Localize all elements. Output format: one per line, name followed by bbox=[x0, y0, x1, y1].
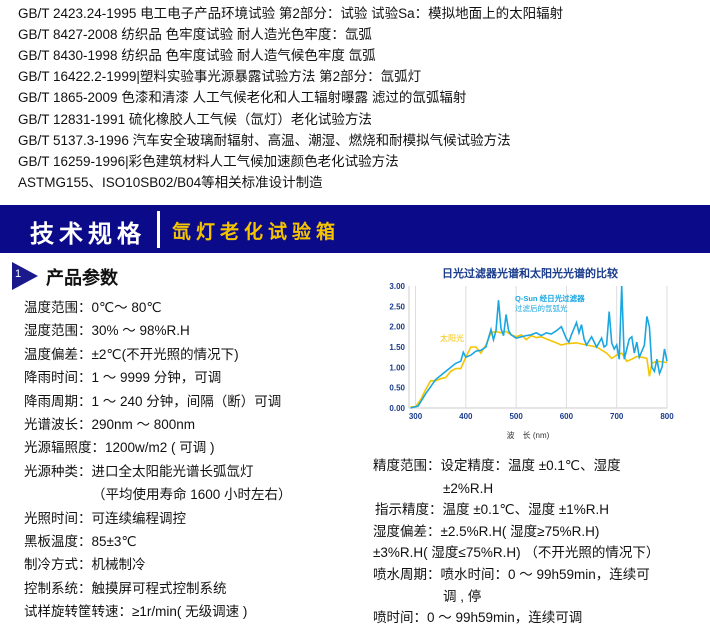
x-tick-label: 600 bbox=[560, 412, 574, 421]
y-tick-label: 2.50 bbox=[389, 302, 405, 311]
x-tick-label: 300 bbox=[409, 412, 423, 421]
y-tick-label: 2.00 bbox=[389, 323, 405, 332]
x-axis-label: 波 长 (nm) bbox=[507, 430, 550, 440]
param-item: 湿度偏差：±2.5%R.H( 湿度≥75%R.H) bbox=[373, 524, 600, 539]
param-item: ±2%R.H bbox=[443, 481, 494, 496]
standard-item: ASTMG155、ISO10SB02/B04等相关标准设计制造 bbox=[18, 174, 323, 190]
y-tick-label: 1.50 bbox=[389, 343, 405, 352]
x-tick-label: 700 bbox=[610, 412, 624, 421]
param-item: 降雨时间：1 ～ 9999 分钟，可调 bbox=[24, 370, 222, 386]
param-item: 温度偏差：±2℃(不开光照的情况下) bbox=[24, 346, 239, 362]
standard-item: GB/T 12831-1991 硫化橡胶人工气候（氙灯）老化试验方法 bbox=[18, 111, 372, 127]
series-qsun bbox=[410, 285, 668, 409]
param-item: 光源辐照度：1200w/m2 ( 可调 ) bbox=[24, 440, 215, 456]
y-tick-label: 0.50 bbox=[389, 384, 405, 393]
spectrum-chart: 日光过滤器光谱和太阳光光谱的比较 300 400 500 600 700 800 0.00 0… bbox=[389, 266, 674, 440]
param-item: 降雨周期：1 ～ 240 分钟，间隔（断）可调 bbox=[24, 393, 282, 409]
triangle-icon bbox=[12, 262, 38, 290]
annotation-qsun-2: 过滤后的氙弧光 bbox=[515, 303, 568, 313]
param-item: 精度范围：设定精度：温度 ±0.1℃、湿度 bbox=[373, 458, 621, 473]
param-item: 温度范围：0℃～ 80℃ bbox=[24, 300, 162, 315]
standard-item: GB/T 2423.24-1995 电工电子产品环境试验 第2部分：试验 试验S… bbox=[18, 6, 564, 21]
param-item: 调 , 停 bbox=[443, 589, 482, 604]
banner-title: 技术规格 bbox=[30, 221, 146, 248]
standard-item: GB/T 16259-1996|彩色建筑材料人工气候加速颜色老化试验方法 bbox=[18, 153, 399, 169]
param-item: 光照时间：可连续编程调控 bbox=[24, 510, 186, 526]
x-tick-label: 800 bbox=[660, 412, 674, 421]
chart-title: 日光过滤器光谱和太阳光光谱的比较 bbox=[442, 266, 618, 280]
param-item: 控制系统：触摸屏可程式控制系统 bbox=[24, 580, 227, 596]
spec-banner: 技术规格 氙灯老化试验箱 bbox=[0, 205, 710, 253]
standard-item: GB/T 5137.3-1996 汽车安全玻璃耐辐射、高温、潮湿、燃烧和耐模拟气… bbox=[18, 132, 511, 148]
param-item: 光源种类：进口全太阳能光谱长弧氙灯 bbox=[24, 463, 254, 479]
param-item: 制冷方式：机械制冷 bbox=[24, 557, 146, 573]
param-item: 指示精度：温度 ±0.1℃、湿度 ±1%R.H bbox=[375, 502, 610, 517]
standard-item: GB/T 8430-1998 纺织品 色牢度试验 耐人造气候色牢度 氙弧 bbox=[18, 48, 376, 64]
standard-item: GB/T 8427-2008 纺织品 色牢度试验 耐人造光色牢度：氙弧 bbox=[18, 27, 372, 43]
section-title: 产品参数 bbox=[46, 268, 118, 288]
y-tick-label: 1.00 bbox=[389, 363, 405, 372]
x-tick-label: 500 bbox=[509, 412, 523, 421]
banner-divider bbox=[157, 211, 160, 248]
section-number: 1 bbox=[15, 268, 22, 280]
param-item: 喷水周期：喷水时间：0 ～ 99h59min，连续可 bbox=[373, 567, 650, 582]
param-item: ±3%R.H( 湿度≤75%R.H) （不开光照的情况下） bbox=[373, 545, 660, 560]
param-item: （平均使用寿命 1600 小时左右） bbox=[92, 487, 292, 503]
standard-item: GB/T 16422.2-1999|塑料实验事光源暴露试验方法 第2部分：氙弧灯 bbox=[18, 69, 422, 85]
param-item: 试样旋转筐转速：≥1r/min( 无级调速 ) bbox=[24, 604, 248, 620]
param-item: 湿度范围：30% ～ 98%R.H bbox=[24, 323, 190, 339]
y-tick-label: 3.00 bbox=[389, 282, 405, 291]
x-tick-label: 400 bbox=[459, 412, 473, 421]
standard-item: GB/T 1865-2009 色漆和清漆 人工气候老化和人工辐射曝露 滤过的氙弧… bbox=[18, 90, 467, 106]
series-sunlight bbox=[410, 330, 668, 408]
param-item: 黑板温度：85±3℃ bbox=[24, 534, 137, 549]
banner-subtitle: 氙灯老化试验箱 bbox=[172, 222, 341, 243]
annotation-qsun-1: Q-Sun 经日光过滤器 bbox=[515, 293, 585, 303]
y-tick-label: 0.00 bbox=[389, 404, 405, 413]
param-item: 光谱波长：290nm ～ 800nm bbox=[24, 417, 196, 432]
annotation-sun: 太阳光 bbox=[440, 333, 464, 343]
param-item: 喷时间：0 ～ 99h59min，连续可调 bbox=[373, 610, 583, 625]
